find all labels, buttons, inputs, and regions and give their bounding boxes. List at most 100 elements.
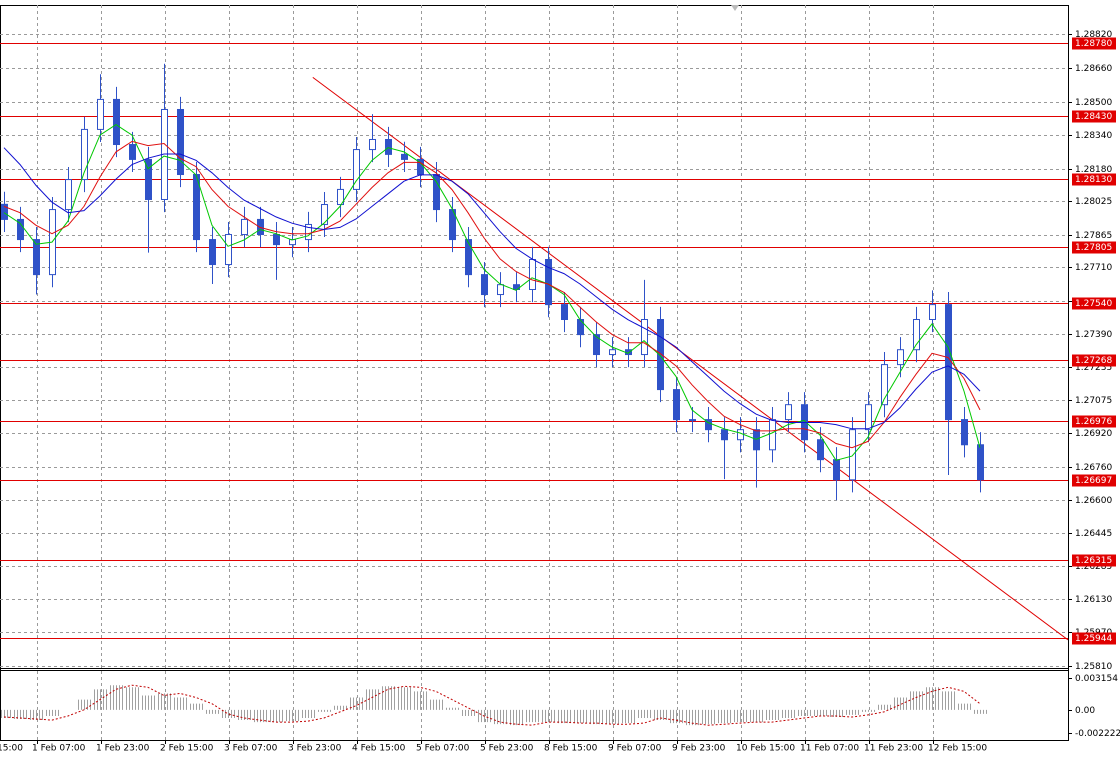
x-tick-label: 9 Feb 23:00 [672,744,726,754]
y-tick-label: 1.26600 [1075,496,1112,506]
x-tick-label: 15:00 [0,744,23,754]
level-label-box [1072,554,1116,567]
level-label-box [1072,241,1116,254]
indicator-tick-label: -0.002222 [1075,729,1120,739]
y-tick-label: 1.28500 [1075,98,1112,108]
y-tick-label: 1.26130 [1075,595,1112,605]
x-tick-label: 3 Feb 07:00 [224,744,278,754]
candle-body [657,319,664,391]
candle-body [385,138,392,155]
level-label-box [1072,354,1116,367]
x-tick-label: 11 Feb 23:00 [864,744,923,754]
marks [0,43,1069,726]
candle-body [929,304,936,321]
x-tick-label: 1 Feb 07:00 [32,744,86,754]
candle-body [17,218,24,241]
candle-body [705,419,712,431]
candle-body [625,349,632,356]
moving-average [3,147,981,430]
y-tick-label: 1.26445 [1075,529,1112,539]
y-tick-label: 1.26285 [1075,562,1112,572]
level-label: 1.26697 [1075,476,1112,486]
x-tick-label: 12 Feb 15:00 [928,744,987,754]
level-label: 1.26315 [1075,556,1112,566]
candle-body [977,444,984,481]
x-tick-label: 5 Feb 23:00 [480,744,534,754]
x-tick-label: 9 Feb 07:00 [608,744,662,754]
candle-body [257,218,264,236]
y-tick-label: 1.27075 [1075,396,1112,406]
candle-body [65,179,72,211]
candle-body [225,234,232,266]
candle-body [145,158,152,200]
y-tick-label: 1.28660 [1075,64,1112,74]
y-tick-label: 1.28340 [1075,131,1112,141]
candle-body [481,274,488,296]
candle-body [849,429,856,481]
candle-body [961,419,968,446]
axis: 1.28820 1.28660 1.28500 1.28340 1.28180 1.280… [0,30,1120,754]
candle-body [865,404,872,431]
candle-body [353,149,360,190]
candle-body [497,284,504,296]
x-tick-label: 5 Feb 07:00 [416,744,470,754]
candle-body [833,459,840,481]
candle-body [721,429,728,441]
candle-body [113,98,120,146]
scroll-marker [731,5,739,11]
y-tick-label: 1.27710 [1075,263,1112,273]
candle-body [545,258,552,306]
candle-body [593,334,600,356]
candle-body [321,204,328,225]
trend-line [312,76,1069,641]
level-label-box [1072,474,1116,487]
candle-body [433,174,440,211]
candle-body [689,419,696,422]
candle-body [177,108,184,176]
level-label: 1.26976 [1075,417,1112,427]
indicator-tick-label: 0.00 [1075,706,1095,716]
level-label: 1.28780 [1075,39,1112,49]
candle-body [97,98,104,130]
candle-body [817,439,824,461]
y-tick-label: 1.28820 [1075,30,1112,40]
x-tick-label: 3 Feb 23:00 [288,744,342,754]
candle-body [737,429,744,441]
candle-body [465,239,472,276]
candle-body [273,234,280,246]
level-label-box [1072,415,1116,428]
candle-body [609,349,616,356]
y-tick-label: 1.28180 [1075,165,1112,175]
level-label-box [1072,37,1116,50]
x-tick-label: 1 Feb 23:00 [96,744,150,754]
candle-body [193,174,200,241]
y-tick-label: 1.25810 [1075,662,1112,672]
x-tick-label: 2 Feb 15:00 [160,744,214,754]
x-tick-label: 8 Feb 15:00 [544,744,598,754]
moving-average [3,140,981,449]
y-tick-label: 1.27390 [1075,330,1112,340]
candle-body [673,389,680,421]
candle-body [241,218,248,236]
candle-body [129,144,136,160]
candle-body [33,239,40,276]
level-label: 1.28130 [1075,175,1112,185]
candle-body [753,429,760,451]
candle-body [913,319,920,351]
level-label: 1.28430 [1075,112,1112,122]
candle-body [305,223,312,241]
level-label: 1.27540 [1075,299,1112,309]
y-tick-label: 1.27865 [1075,231,1112,241]
candle-body [561,304,568,321]
x-tick-label: 10 Feb 15:00 [736,744,795,754]
y-tick-label: 1.26920 [1075,429,1112,439]
plot-frame [0,5,1069,741]
level-label: 1.27268 [1075,356,1112,366]
candle-body [81,128,88,181]
candle-body [1,203,8,220]
y-tick-label: 1.26760 [1075,463,1112,473]
x-tick-label: 11 Feb 07:00 [800,744,859,754]
candle-body [641,319,648,356]
candle-body [785,404,792,421]
indicator-tick-label: 0.003154 [1075,674,1118,684]
